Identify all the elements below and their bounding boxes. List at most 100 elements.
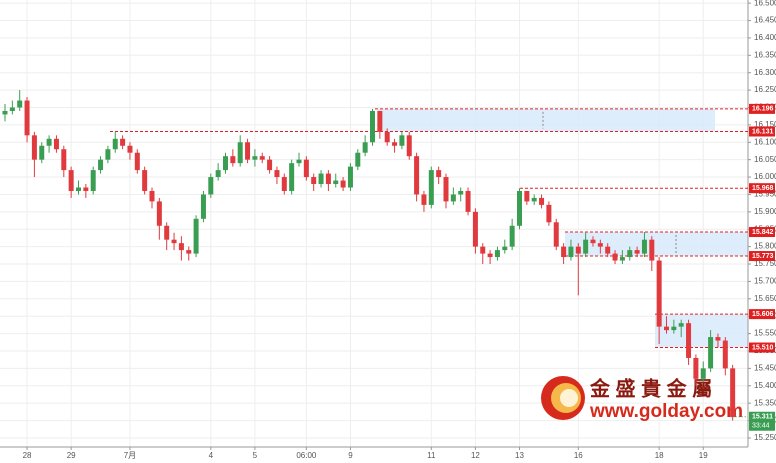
candle-body — [347, 166, 353, 188]
candle-body — [480, 246, 486, 254]
candle-body — [597, 243, 603, 247]
candle-body — [318, 173, 324, 185]
candle-body — [458, 190, 464, 195]
y-tick-label: 15.550 — [754, 329, 776, 338]
candle-body — [178, 243, 184, 251]
candle-body — [414, 156, 420, 195]
candle-body — [68, 170, 74, 191]
candle-body — [134, 152, 140, 171]
candle-body — [259, 156, 265, 160]
candle-body — [649, 239, 655, 261]
y-tick-label: 15.450 — [754, 363, 776, 372]
candle-body — [641, 239, 647, 254]
candle-body — [487, 253, 493, 258]
candle-body — [245, 142, 251, 160]
candle-body — [517, 190, 522, 226]
x-tick-label: 11 — [427, 451, 436, 460]
candle-body — [164, 225, 170, 240]
level-label-box — [749, 251, 775, 262]
candle-body — [39, 145, 45, 160]
x-tick-label: 12 — [471, 451, 480, 460]
candle-body — [274, 170, 280, 178]
candle-body — [722, 340, 728, 369]
candle-body — [252, 156, 258, 160]
candle-body — [605, 246, 611, 254]
candle-body — [377, 110, 383, 132]
candle-body — [223, 156, 228, 171]
candle-body — [171, 239, 177, 244]
level-label: 15.842 — [752, 229, 774, 236]
level-label: 15.968 — [752, 185, 774, 192]
logo-core — [560, 389, 578, 407]
level-label-box — [749, 342, 775, 353]
candle-body — [281, 177, 287, 191]
candle-body — [311, 177, 317, 185]
level-label-box — [749, 227, 775, 238]
candle-body — [333, 180, 339, 185]
candle-body — [590, 239, 596, 244]
y-tick-label: 16.450 — [754, 16, 776, 25]
candle-body — [237, 142, 243, 164]
candle-body — [627, 250, 633, 258]
candle-body — [686, 323, 692, 358]
y-tick-label: 16.500 — [754, 0, 776, 7]
level-label-box — [749, 103, 775, 114]
zone — [565, 232, 748, 257]
candle-body — [46, 138, 52, 146]
candle-body — [421, 194, 427, 205]
candle-body — [149, 190, 155, 202]
candle-body — [450, 194, 456, 202]
level-label-box — [749, 183, 775, 194]
candle-body — [127, 145, 133, 153]
candle-body — [634, 250, 640, 254]
candle-body — [61, 149, 67, 171]
level-label: 16.131 — [752, 128, 774, 135]
candle-body — [53, 138, 59, 150]
candle-body — [370, 110, 375, 143]
x-tick-label: 16 — [574, 451, 583, 460]
candle-body — [340, 180, 346, 188]
x-tick-label: 5 — [253, 451, 258, 460]
x-tick-label: 28 — [23, 451, 32, 460]
candle-body — [546, 204, 552, 223]
candle-body — [524, 190, 530, 202]
candle-body — [98, 159, 104, 171]
candle-body — [384, 131, 390, 143]
y-tick-label: 15.750 — [754, 259, 776, 268]
x-tick-label: 4 — [209, 451, 214, 460]
candle-body — [583, 239, 589, 254]
candle-body — [112, 138, 118, 150]
y-tick-label: 15.800 — [754, 242, 776, 251]
level-label: 15.773 — [752, 253, 774, 260]
candle-body — [509, 225, 515, 247]
candle-body — [76, 187, 81, 191]
candle-body — [31, 135, 37, 160]
candle-body — [708, 337, 714, 369]
candle-body — [90, 170, 96, 191]
candle-body — [83, 187, 89, 191]
candle-body — [502, 246, 508, 251]
candle-body — [465, 190, 471, 212]
candle-body — [494, 250, 500, 258]
watermark-url: www.golday.com — [589, 401, 743, 422]
candle-body — [664, 326, 669, 331]
x-tick-label: 13 — [515, 451, 524, 460]
candle-body — [428, 170, 434, 205]
candle-body — [568, 246, 574, 258]
y-tick-label: 16.000 — [754, 172, 776, 181]
candle-body — [678, 323, 684, 327]
y-tick-label: 15.900 — [754, 207, 776, 216]
candle-body — [267, 159, 273, 171]
y-tick-label: 16.050 — [754, 155, 776, 164]
y-tick-label: 16.250 — [754, 85, 776, 94]
candle-body — [303, 159, 309, 178]
candle-body — [656, 260, 662, 327]
candle-body — [230, 156, 236, 164]
candle-body — [208, 177, 214, 195]
level-label-box — [749, 309, 775, 320]
y-tick-label: 15.950 — [754, 190, 776, 199]
candle-body — [9, 107, 15, 111]
candle-body — [436, 170, 442, 178]
candle-body — [443, 177, 449, 202]
current-box — [749, 411, 775, 431]
